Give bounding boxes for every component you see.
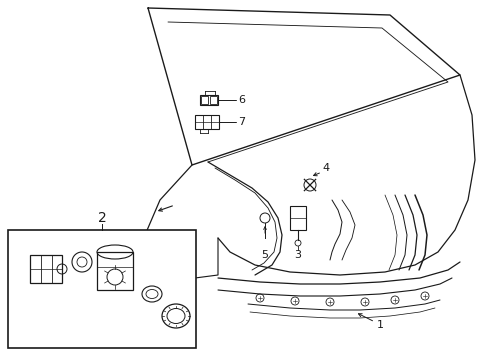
Text: 2: 2 [98,211,106,225]
Text: 4: 4 [321,163,328,173]
Bar [8,230,196,348]
Bar [30,255,62,283]
Bar [289,206,305,230]
Bar [195,115,219,129]
Bar [200,95,218,105]
Bar [209,96,217,104]
Bar [201,96,207,104]
Text: 3: 3 [294,250,301,260]
Text: 5: 5 [261,250,268,260]
Text: 7: 7 [238,117,244,127]
Text: 6: 6 [238,95,244,105]
Bar [97,252,133,290]
Text: 1: 1 [376,320,383,330]
